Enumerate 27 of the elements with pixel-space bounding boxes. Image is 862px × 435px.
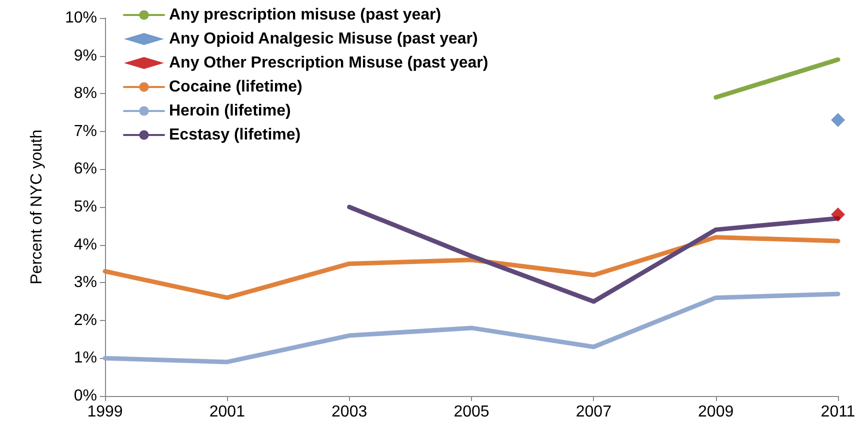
- legend-label: Any Other Prescription Misuse (past year): [169, 54, 488, 72]
- x-tick-label: 2001: [209, 404, 246, 420]
- y-axis-title: Percent of NYC youth: [28, 130, 46, 284]
- y-tick-label: 9%: [74, 47, 97, 64]
- legend-label: Any prescription misuse (past year): [169, 6, 442, 24]
- legend-label: Heroin (lifetime): [169, 102, 291, 120]
- x-tick-label: 2009: [698, 404, 734, 420]
- x-tick-label: 2007: [576, 404, 612, 420]
- y-tick-label: 4%: [74, 236, 97, 254]
- y-tick-label: 0%: [74, 388, 97, 404]
- x-tick-label: 2005: [454, 404, 490, 420]
- legend-label: Ecstasy (lifetime): [169, 126, 301, 144]
- y-tick-label: 2%: [74, 312, 97, 329]
- y-tick-label: 3%: [74, 274, 97, 292]
- y-tick-label: 1%: [74, 350, 97, 367]
- x-tick-label: 1999: [87, 404, 123, 420]
- y-tick-label: 7%: [74, 122, 97, 140]
- x-tick-label: 2011: [820, 404, 856, 420]
- legend-label: Any Opioid Analgesic Misuse (past year): [169, 30, 478, 48]
- y-tick-label: 10%: [64, 10, 97, 26]
- y-tick-label: 6%: [74, 160, 97, 178]
- y-tick-label: 8%: [74, 85, 97, 102]
- line-series: [102, 292, 840, 364]
- legend-label: Cocaine (lifetime): [169, 78, 302, 96]
- x-tick-label: 2003: [332, 404, 368, 420]
- y-tick-label: 5%: [74, 198, 97, 216]
- line-series: [102, 234, 840, 300]
